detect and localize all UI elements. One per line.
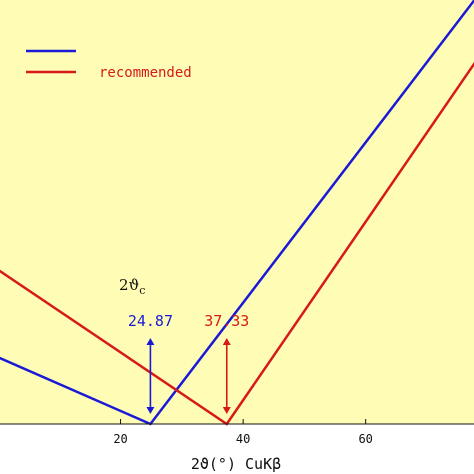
x-axis-label: 2ϑ(°) CuKβ — [191, 455, 281, 473]
marker-value-label-2: 37.33 — [204, 312, 249, 330]
marker-arrowhead-up — [222, 338, 231, 345]
legend: recommended — [26, 49, 192, 81]
annotation-title: 2ϑc — [119, 276, 145, 297]
critical-angle-label: 2ϑc — [119, 276, 145, 297]
x-axis-ticks: 20 40 60 — [113, 419, 373, 446]
legend-label-recommended: recommended — [99, 65, 192, 81]
plot-frame — [0, 423, 474, 425]
marker-arrowhead-down — [146, 407, 155, 414]
marker-arrowhead-down — [222, 407, 231, 414]
marker-value-label-1: 24.87 — [128, 312, 173, 330]
x-tick-label: 60 — [358, 432, 372, 446]
x-tick-label: 40 — [236, 432, 250, 446]
marker-arrowhead-up — [146, 338, 155, 345]
x-tick-label: 20 — [113, 432, 127, 446]
plot-area — [0, 0, 474, 424]
marker-layer: 24.87 37.33 — [128, 312, 249, 414]
